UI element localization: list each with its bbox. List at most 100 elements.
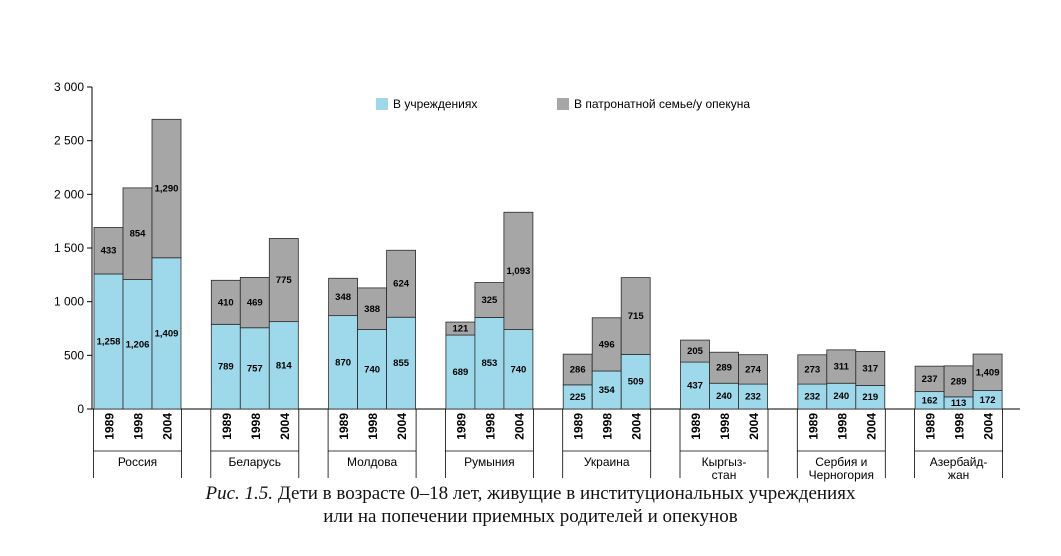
data-label-family: 388 [364, 304, 380, 315]
category-label-line: Россия [118, 455, 157, 469]
figure-caption: Рис. 1.5. Дети в возрасте 0–18 лет, живу… [0, 482, 1061, 528]
data-label-family: 289 [951, 376, 967, 387]
data-label-family: 854 [130, 229, 147, 240]
data-label-family: 348 [335, 292, 351, 303]
y-tick-label: 1 500 [54, 241, 84, 255]
figure-label: Рис. 1.5. [205, 483, 274, 504]
caption-line-2: или на попечении приемных родителей и оп… [323, 506, 738, 527]
bar-family [268, 238, 299, 323]
category-label-line: жан [948, 468, 969, 482]
data-label-family: 1,093 [507, 266, 531, 277]
data-label-family: 121 [452, 324, 469, 335]
stacked-bar-chart: 0 500 1 000 1 500 2 000 2 500 3 000 В учреждени… [54, 80, 1020, 482]
data-label-family: 237 [922, 374, 938, 385]
x-tick-label-year: 2004 [161, 413, 175, 440]
data-label-family: 775 [276, 275, 293, 286]
bar-family [328, 277, 359, 317]
data-label-family: 410 [218, 297, 234, 308]
bar-institution [151, 257, 182, 410]
data-label-institution: 1,206 [126, 339, 150, 350]
x-tick-label-year: 2004 [278, 413, 292, 440]
category-label-line: Кыргыз- [702, 455, 747, 469]
bar-family [797, 354, 828, 385]
x-tick-label-year: 1989 [220, 413, 234, 440]
x-tick-label-year: 1998 [132, 413, 146, 440]
bar-family [151, 118, 182, 259]
bar-institution [445, 334, 476, 410]
x-tick-label-year: 2004 [982, 413, 996, 440]
bar-institution [591, 370, 622, 410]
data-label-family: 273 [804, 364, 820, 375]
data-label-institution: 814 [276, 360, 293, 371]
bar-family [93, 227, 124, 275]
data-label-family: 205 [687, 346, 704, 357]
category-label: Россия [118, 455, 157, 469]
x-tick-label-year: 1989 [806, 413, 820, 440]
data-label-family: 715 [628, 311, 645, 322]
x-tick-label-year: 1998 [483, 413, 497, 440]
bar-institution [474, 317, 505, 410]
x-tick-label-year: 1998 [366, 413, 380, 440]
y-tick-label: 1 000 [54, 295, 84, 309]
data-label-institution: 740 [510, 364, 526, 375]
x-tick-label-year: 1998 [718, 413, 732, 440]
bar-institution [709, 382, 739, 410]
data-label-institution: 740 [364, 364, 380, 375]
bar-family [474, 282, 505, 318]
x-tick-label-year: 1989 [103, 413, 117, 440]
category-label-line: стан [712, 468, 737, 482]
category-label: Беларусь [229, 455, 281, 469]
bar-institution [328, 315, 359, 410]
x-tick-label-year: 1998 [601, 413, 615, 440]
data-label-family: 317 [862, 363, 878, 374]
legend-swatch [376, 98, 388, 110]
category-label-line: Румыния [464, 455, 515, 469]
data-label-institution: 509 [628, 377, 644, 388]
category-label: Кыргыз-стан [702, 455, 747, 482]
data-label-family: 286 [570, 365, 586, 376]
data-label-family: 274 [745, 364, 762, 375]
data-label-institution: 855 [393, 358, 410, 369]
data-label-institution: 437 [687, 381, 703, 392]
data-label-family: 624 [393, 279, 410, 290]
data-label-family: 325 [481, 295, 498, 306]
y-tick-label: 2 500 [54, 134, 84, 148]
x-tick-label-year: 2004 [864, 413, 878, 440]
x-tick-label-year: 2004 [747, 413, 761, 440]
category-label-line: Черногория [809, 468, 874, 482]
bar-institution [210, 323, 241, 410]
data-label-family: 469 [247, 298, 263, 309]
data-label-institution: 354 [599, 385, 616, 396]
data-label-family: 1,409 [976, 367, 1000, 378]
category-label-line: Азербайд- [930, 455, 988, 469]
bar-institution [268, 321, 299, 410]
bar-family [709, 351, 739, 384]
bar-family [855, 351, 886, 386]
bar-family [620, 277, 651, 355]
data-label-institution: 1,258 [97, 336, 121, 347]
legend-swatch [557, 98, 569, 110]
category-label-line: Молдова [347, 455, 397, 469]
legend-label: В учреждениях [393, 97, 477, 111]
data-label-institution: 870 [335, 357, 351, 368]
bar-family [680, 339, 710, 363]
category-label: Сербия и Черногория [809, 455, 874, 482]
data-label-institution: 162 [922, 395, 938, 406]
data-label-institution: 232 [745, 392, 761, 403]
x-tick-label-year: 1998 [249, 413, 263, 440]
y-tick-label: 3 000 [54, 80, 84, 94]
category-label: Молдова [347, 455, 397, 469]
bar-family [943, 365, 974, 398]
y-tick-label: 500 [64, 348, 84, 362]
x-tick-label-year: 1998 [953, 413, 967, 440]
bar-family [591, 317, 622, 372]
x-tick-label-year: 1989 [572, 413, 586, 440]
x-tick-label-year: 2004 [395, 413, 409, 440]
data-label-institution: 219 [862, 392, 878, 403]
bar-family [738, 354, 768, 385]
bar-family [386, 249, 417, 318]
caption-line-1: Дети в возрасте 0–18 лет, живущие в инст… [277, 483, 856, 504]
category-label: Азербайд-жан [930, 455, 988, 482]
data-label-institution: 853 [481, 358, 497, 369]
bar-institution [738, 383, 768, 410]
